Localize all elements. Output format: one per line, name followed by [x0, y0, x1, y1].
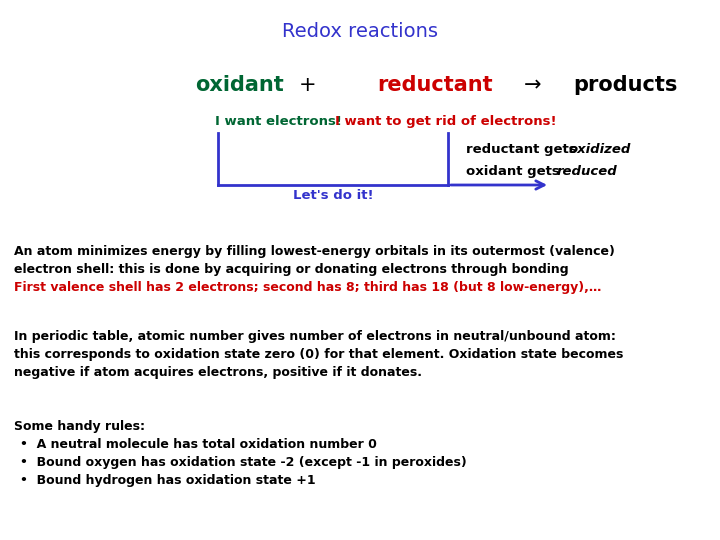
Text: this corresponds to oxidation state zero (0) for that element. Oxidation state b: this corresponds to oxidation state zero… — [14, 348, 624, 361]
Text: +: + — [300, 75, 317, 95]
Text: •  Bound hydrogen has oxidation state +1: • Bound hydrogen has oxidation state +1 — [20, 474, 315, 487]
Text: negative if atom acquires electrons, positive if it donates.: negative if atom acquires electrons, pos… — [14, 366, 422, 379]
Text: →: → — [524, 75, 541, 95]
Text: reductant gets: reductant gets — [466, 143, 581, 156]
Text: Redox reactions: Redox reactions — [282, 22, 438, 41]
Text: reductant: reductant — [377, 75, 492, 95]
Text: reduced: reduced — [557, 165, 618, 178]
Text: I want electrons!: I want electrons! — [215, 115, 342, 128]
Text: products: products — [573, 75, 678, 95]
Text: Some handy rules:: Some handy rules: — [14, 420, 145, 433]
Text: Let's do it!: Let's do it! — [293, 189, 373, 202]
Text: oxidant: oxidant — [196, 75, 284, 95]
Text: oxidized: oxidized — [569, 143, 631, 156]
Text: oxidant gets: oxidant gets — [466, 165, 564, 178]
Text: •  Bound oxygen has oxidation state -2 (except -1 in peroxides): • Bound oxygen has oxidation state -2 (e… — [20, 456, 467, 469]
Text: First valence shell has 2 electrons; second has 8; third has 18 (but 8 low-energ: First valence shell has 2 electrons; sec… — [14, 281, 601, 294]
Text: An atom minimizes energy by filling lowest-energy orbitals in its outermost (val: An atom minimizes energy by filling lowe… — [14, 245, 615, 258]
Text: •  A neutral molecule has total oxidation number 0: • A neutral molecule has total oxidation… — [20, 438, 377, 451]
Text: electron shell: this is done by acquiring or donating electrons through bonding: electron shell: this is done by acquirin… — [14, 263, 569, 276]
Text: I want to get rid of electrons!: I want to get rid of electrons! — [335, 115, 557, 128]
Text: In periodic table, atomic number gives number of electrons in neutral/unbound at: In periodic table, atomic number gives n… — [14, 330, 616, 343]
